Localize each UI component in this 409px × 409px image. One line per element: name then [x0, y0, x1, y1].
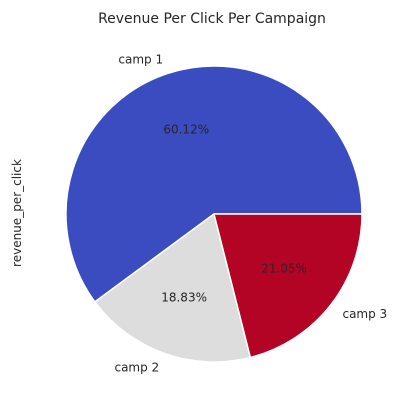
pie-slice-camp-1 — [65, 65, 363, 303]
slice-label-camp-3: camp 3 — [342, 307, 387, 321]
pie-slice-camp-3 — [213, 213, 363, 359]
slice-percent-camp-1: 60.12% — [163, 123, 209, 137]
pie-slice-camp-2 — [94, 213, 252, 363]
slice-percent-camp-3: 21.05% — [261, 262, 307, 276]
y-axis-label: revenue_per_click — [10, 159, 24, 267]
slice-label-camp-2: camp 2 — [114, 360, 159, 374]
pie-labels: camp 1 60.12% camp 2 18.83% camp 3 21.05% — [114, 52, 387, 374]
slice-percent-camp-2: 18.83% — [161, 291, 207, 305]
slice-label-camp-1: camp 1 — [118, 52, 163, 66]
chart-title: Revenue Per Click Per Campaign — [98, 11, 326, 27]
pie-wedges — [65, 65, 363, 363]
